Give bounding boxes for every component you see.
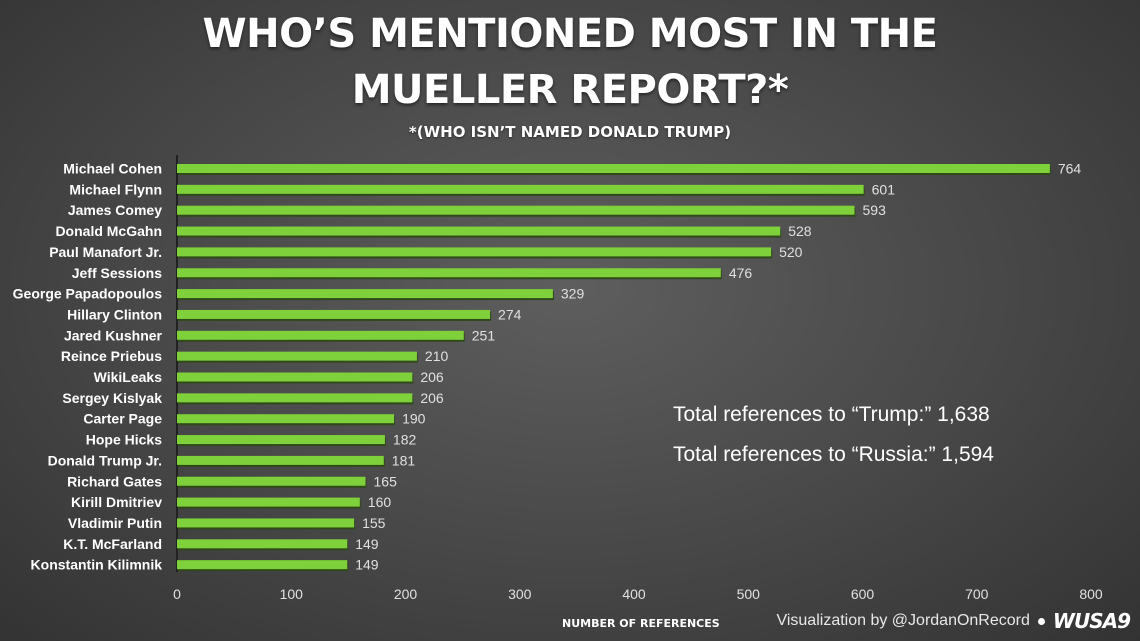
value-label: 274: [498, 306, 522, 322]
category-label: Donald Trump Jr.: [48, 452, 162, 468]
x-tick-label: 300: [508, 586, 532, 602]
value-label: 601: [872, 181, 896, 197]
x-axis-title: NUMBER OF REFERENCES: [562, 617, 720, 630]
value-label: 190: [402, 411, 426, 427]
bar: [177, 435, 385, 445]
value-label: 155: [362, 515, 386, 531]
bar: [177, 351, 417, 361]
chart-title: WHO’S MENTIONED MOST IN THE MUELLER REPO…: [0, 6, 1140, 118]
category-label: Carter Page: [83, 411, 162, 427]
category-label: Reince Priebus: [61, 348, 162, 364]
separator-dot: [1037, 617, 1045, 625]
category-label: Michael Cohen: [63, 161, 162, 177]
bar: [177, 455, 384, 465]
bar: [177, 268, 721, 278]
value-label: 210: [425, 348, 449, 364]
category-label: Paul Manafort Jr.: [49, 244, 162, 260]
visualization-credit: Visualization by @JordanOnRecord: [776, 612, 1030, 629]
x-tick-label: 100: [280, 586, 304, 602]
x-tick-label: 800: [1079, 586, 1103, 602]
chart-title-line-2: MUELLER REPORT?*: [351, 67, 789, 113]
category-label: Hope Hicks: [86, 432, 162, 448]
bar: [177, 247, 772, 257]
x-tick-label: 0: [173, 586, 181, 602]
bar: [177, 560, 348, 570]
bar: [177, 226, 781, 236]
totals-annotation: Total references to “Trump:” 1,638 Total…: [673, 395, 994, 475]
bar: [177, 289, 553, 299]
category-label: Kirill Dmitriev: [71, 494, 162, 510]
bar: [177, 330, 464, 340]
value-label: 149: [355, 536, 379, 552]
chart-title-line-1: WHO’S MENTIONED MOST IN THE: [202, 11, 938, 57]
bar: [177, 518, 355, 528]
value-label: 149: [355, 557, 379, 573]
category-label: Konstantin Kilimnik: [31, 557, 163, 573]
bar: [177, 393, 413, 403]
bar: [177, 184, 864, 194]
bar: [177, 372, 413, 382]
value-label: 206: [420, 369, 444, 385]
x-tick-label: 600: [851, 586, 875, 602]
value-label: 476: [729, 265, 753, 281]
category-label: WikiLeaks: [94, 369, 163, 385]
category-label: Hillary Clinton: [67, 306, 162, 322]
bar: [177, 309, 491, 319]
bar: [177, 205, 855, 215]
bar: [177, 164, 1050, 173]
category-label: Sergey Kislyak: [62, 390, 162, 406]
x-tick-label: 700: [965, 586, 989, 602]
value-label: 182: [393, 432, 417, 448]
value-label: 520: [779, 244, 803, 260]
category-label: Michael Flynn: [69, 181, 162, 197]
x-tick-label: 500: [737, 586, 761, 602]
value-label: 329: [561, 286, 585, 302]
category-label: Jeff Sessions: [72, 265, 162, 281]
bar: [177, 497, 360, 507]
value-label: 764: [1058, 161, 1082, 177]
category-label: Vladimir Putin: [68, 515, 162, 531]
value-label: 206: [420, 390, 444, 406]
chart-subtitle: *(WHO ISN’T NAMED DONALD TRUMP): [408, 123, 732, 141]
value-label: 528: [788, 223, 812, 239]
x-tick-label: 200: [394, 586, 418, 602]
total-russia: Total references to “Russia:” 1,594: [673, 443, 994, 466]
value-label: 160: [368, 494, 392, 510]
wusa9-logo: WUSA9: [1052, 609, 1131, 633]
value-label: 181: [392, 452, 416, 468]
category-label: Donald McGahn: [55, 223, 162, 239]
x-tick-label: 400: [622, 586, 646, 602]
bar: [177, 539, 348, 549]
category-label: K.T. McFarland: [63, 536, 162, 552]
value-label: 251: [472, 327, 496, 343]
category-label: George Papadopoulos: [13, 286, 163, 302]
category-label: Richard Gates: [67, 473, 162, 489]
category-label: Jared Kushner: [64, 327, 163, 343]
footer: Visualization by @JordanOnRecord WUSA9: [776, 609, 1131, 633]
category-label: James Comey: [68, 202, 162, 218]
bar: [177, 414, 395, 424]
value-label: 593: [863, 202, 887, 218]
total-trump: Total references to “Trump:” 1,638: [673, 403, 990, 426]
bar: [177, 476, 366, 486]
value-label: 165: [374, 473, 398, 489]
